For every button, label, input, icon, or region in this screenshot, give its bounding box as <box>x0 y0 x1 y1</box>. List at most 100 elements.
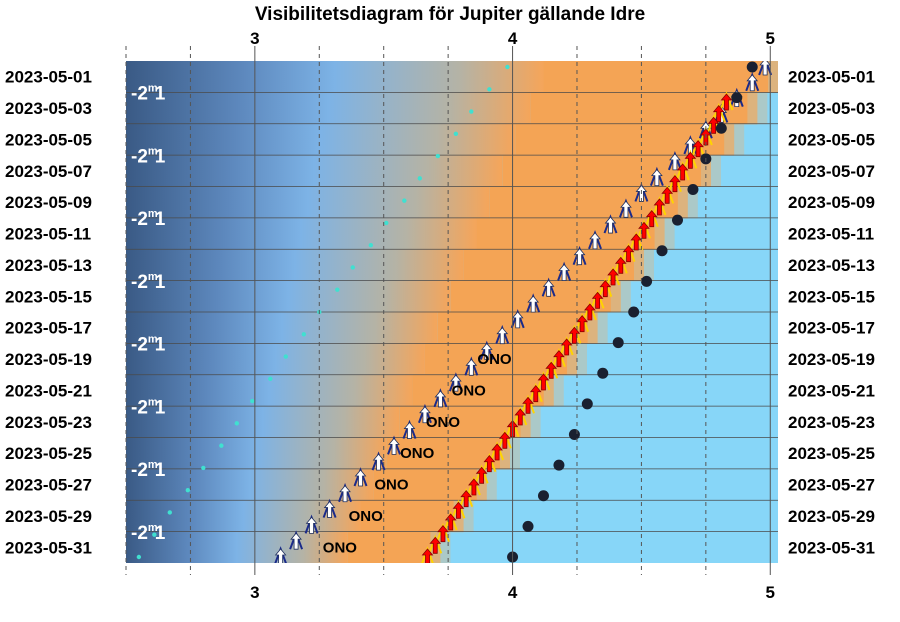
twilight-edge <box>724 123 745 156</box>
date-label-left: 2023-05-23 <box>5 413 92 432</box>
red-arrow-mark <box>421 546 434 563</box>
date-label-left: 2023-05-13 <box>5 256 92 275</box>
direction-label: ONO <box>426 414 461 431</box>
chart-marks <box>136 61 773 563</box>
date-label-left: 2023-05-19 <box>5 350 92 369</box>
cyan-point <box>283 354 288 359</box>
date-label-right: 2023-05-07 <box>788 162 875 181</box>
date-label-left: 2023-05-29 <box>5 507 92 526</box>
date-label-right: 2023-05-27 <box>788 476 875 495</box>
cyan-point <box>185 487 191 493</box>
black-point <box>612 337 624 349</box>
cyan-point <box>469 109 474 114</box>
cyan-point <box>219 443 224 448</box>
x-tick-label-bottom: 3 <box>250 583 259 602</box>
cyan-point <box>250 398 255 404</box>
date-label-right: 2023-05-11 <box>788 225 874 244</box>
black-point <box>731 92 743 104</box>
twilight-edge <box>587 312 608 344</box>
white-arrow-mark <box>495 324 510 345</box>
black-point <box>656 245 668 257</box>
date-label-left: 2023-05-31 <box>5 538 92 557</box>
magnitude-label: -2m1 <box>131 271 166 293</box>
twilight-edge <box>654 217 675 250</box>
red-arrow-mark <box>528 382 543 403</box>
magnitude-label: -2m1 <box>131 208 166 230</box>
red-arrow-mark <box>559 336 574 356</box>
date-label-left: 2023-05-03 <box>5 99 92 118</box>
red-arrow-mark <box>683 149 698 169</box>
red-arrow-mark <box>667 172 682 193</box>
red-arrow-mark <box>590 289 605 309</box>
red-arrow-mark <box>544 359 559 379</box>
date-label-right: 2023-05-01 <box>788 68 875 87</box>
black-point <box>568 429 580 440</box>
date-label-right: 2023-05-03 <box>788 99 875 118</box>
white-arrow-mark <box>304 514 319 534</box>
white-arrow-mark <box>464 356 479 376</box>
night-band <box>126 468 374 501</box>
twilight-edge <box>747 92 768 125</box>
white-arrow-mark <box>557 261 572 281</box>
black-point <box>597 367 609 379</box>
row-gridlines <box>126 92 778 532</box>
twilight-edge <box>610 280 631 313</box>
date-label-left: 2023-05-01 <box>5 68 92 87</box>
twilight-edge <box>633 249 654 282</box>
black-point <box>687 184 699 195</box>
night-band <box>126 312 438 344</box>
night-band <box>126 343 425 376</box>
magnitude-label: -2m1 <box>131 522 166 544</box>
red-arrow-mark <box>513 406 528 426</box>
cyan-point <box>384 220 389 226</box>
magnitude-label: -2m1 <box>131 145 166 167</box>
cyan-point <box>453 131 459 137</box>
x-tick-label-top: 5 <box>766 29 775 48</box>
red-arrow-mark <box>621 242 636 263</box>
vertical-gridlines <box>125 46 771 575</box>
date-label-right: 2023-05-17 <box>788 319 875 338</box>
twilight-edge <box>520 406 541 438</box>
white-arrow-mark <box>541 277 556 297</box>
red-arrow-mark <box>652 196 667 216</box>
date-label-right: 2023-05-15 <box>788 287 875 306</box>
twilight-edge <box>543 374 564 407</box>
black-point <box>522 520 534 532</box>
date-label-left: 2023-05-05 <box>5 130 92 149</box>
red-arrow-mark <box>582 301 597 321</box>
date-label-left: 2023-05-09 <box>5 193 92 212</box>
cyan-point <box>505 64 510 70</box>
date-label-left: 2023-05-15 <box>5 287 92 306</box>
date-label-left: 2023-05-11 <box>5 225 91 244</box>
red-arrow-mark <box>482 452 497 473</box>
black-point <box>641 275 653 287</box>
magnitude-label: -2m1 <box>131 459 166 481</box>
red-arrow-mark <box>497 429 512 449</box>
date-label-right: 2023-05-31 <box>788 538 875 557</box>
date-label-right: 2023-05-19 <box>788 350 875 369</box>
white-arrow-mark <box>603 214 618 234</box>
night-band <box>126 217 477 250</box>
red-arrow-mark <box>660 184 675 204</box>
red-arrow-mark <box>536 371 551 391</box>
red-arrow-mark <box>691 137 706 158</box>
date-label-left: 2023-05-21 <box>5 381 92 400</box>
cyan-point <box>136 554 142 560</box>
night-band <box>126 92 531 125</box>
direction-label: ONO <box>477 351 512 368</box>
twilight-band <box>543 61 778 93</box>
direction-label: ONO <box>349 508 384 525</box>
date-label-right: 2023-05-29 <box>788 507 875 526</box>
cyan-point <box>487 87 492 92</box>
night-band <box>126 186 490 219</box>
white-arrow-mark <box>433 388 448 408</box>
red-arrow-mark <box>613 254 628 274</box>
white-arrow-mark <box>479 340 494 360</box>
magnitude-label: -2m1 <box>131 83 166 105</box>
date-label-left: 2023-05-25 <box>5 444 92 463</box>
night-band <box>126 123 516 156</box>
white-arrow-mark <box>387 435 401 455</box>
direction-label: ONO <box>452 382 487 399</box>
x-tick-label-top: 4 <box>508 29 518 48</box>
